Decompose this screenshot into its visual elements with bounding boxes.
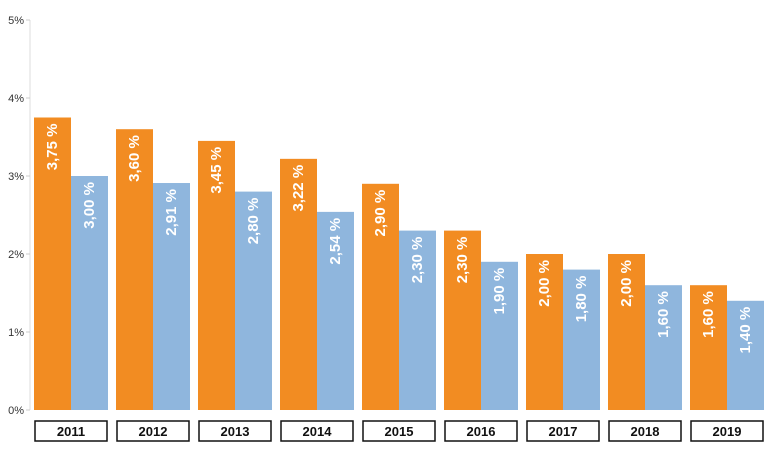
x-category-label: 2019 [713, 424, 742, 439]
y-tick-label: 2% [8, 249, 24, 261]
category-label-box [690, 420, 764, 442]
bar-value-label: 3,00 % [81, 182, 98, 229]
bar-series2 [235, 191, 272, 410]
y-tick-label: 5% [8, 15, 24, 27]
x-category-label: 2011 [57, 424, 85, 439]
bar-series2 [317, 211, 354, 410]
bar-value-label: 1,90 % [491, 268, 508, 315]
bar-value-label: 3,22 % [290, 165, 307, 212]
x-category-label: 2016 [467, 424, 496, 439]
bar-value-label: 2,00 % [618, 260, 635, 307]
category-label-box [280, 420, 354, 442]
bar-series1 [690, 285, 727, 410]
bar-series2 [645, 285, 682, 410]
category-label-box [608, 420, 682, 442]
bar-series2 [481, 261, 518, 410]
category-label-box [444, 420, 518, 442]
bar-series1 [444, 230, 481, 410]
x-category-label: 2017 [549, 424, 578, 439]
bar-value-label: 2,91 % [163, 189, 180, 236]
category-label-box [198, 420, 272, 442]
x-category-label: 2013 [221, 424, 250, 439]
bar-series1 [280, 158, 317, 410]
bar-value-label: 2,30 % [454, 237, 471, 284]
bar-series1 [198, 140, 235, 410]
y-tick-label: 1% [8, 327, 24, 339]
x-category-label: 2012 [139, 424, 168, 439]
bar-value-label: 1,60 % [655, 291, 672, 338]
bar-series2 [727, 300, 764, 410]
bar-value-label: 1,60 % [700, 291, 717, 338]
bar-value-label: 2,80 % [245, 198, 262, 245]
y-tick-label: 0% [8, 405, 24, 417]
x-category-label: 2018 [631, 424, 660, 439]
category-label-box [34, 420, 108, 442]
bar-value-label: 1,80 % [573, 276, 590, 323]
bar-value-label: 1,40 % [737, 307, 754, 354]
bar-series1 [526, 254, 563, 410]
bar-series2 [399, 230, 436, 410]
bar-series2 [71, 176, 108, 410]
category-label-box [116, 420, 190, 442]
bar-value-label: 3,75 % [44, 124, 61, 171]
y-tick-label: 3% [8, 171, 24, 183]
y-tick-label: 4% [8, 93, 24, 105]
category-label-box [526, 420, 600, 442]
bar-value-label: 2,90 % [372, 190, 389, 237]
bar-series1 [34, 117, 71, 410]
bar-series2 [153, 183, 190, 410]
bar-value-label: 2,54 % [327, 218, 344, 265]
bar-series2 [563, 269, 600, 410]
x-category-label: 2015 [385, 424, 414, 439]
bar-series1 [362, 183, 399, 410]
bar-series1 [116, 129, 153, 410]
x-category-label: 2014 [303, 424, 333, 439]
bar-value-label: 2,30 % [409, 237, 426, 284]
bar-value-label: 3,60 % [126, 135, 143, 182]
category-label-box [362, 420, 436, 442]
bar-value-label: 2,00 % [536, 260, 553, 307]
bar-value-label: 3,45 % [208, 147, 225, 194]
bar-series1 [608, 254, 645, 410]
